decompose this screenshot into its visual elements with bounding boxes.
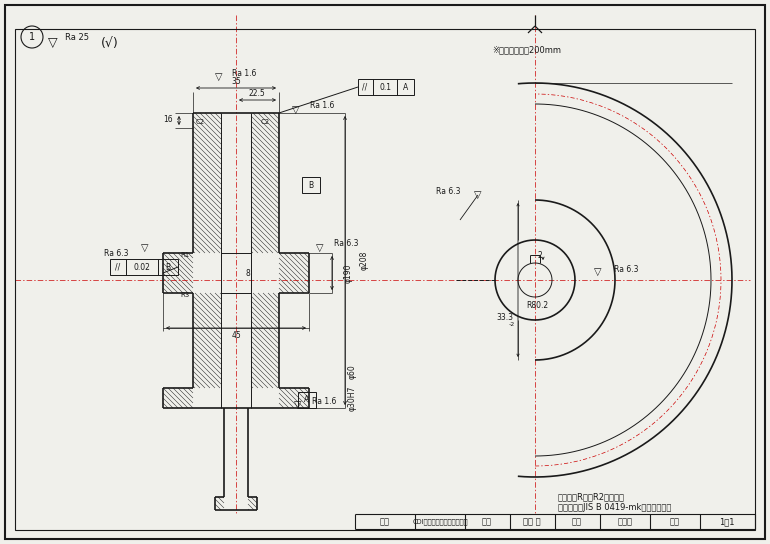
Text: 尺度: 尺度 [670,517,680,526]
Text: 1：1: 1：1 [719,517,735,526]
Text: 1: 1 [29,32,35,42]
Text: ▽: ▽ [293,105,300,115]
Text: ▽: ▽ [474,190,482,200]
Text: Ra 25: Ra 25 [65,34,89,42]
Text: φ30H7: φ30H7 [348,385,357,411]
Bar [298,392,316,408]
Text: A: A [304,395,310,405]
Text: ▽: ▽ [49,36,58,50]
Bar [302,177,320,193]
Text: φ208: φ208 [360,250,369,270]
Text: 45: 45 [231,331,241,341]
Text: B: B [309,181,313,189]
Text: 普通公差はJIS B 0419-mkを適用する。: 普通公差はJIS B 0419-mkを適用する。 [558,503,671,511]
Text: ▽: ▽ [294,400,302,410]
Text: B: B [166,263,171,271]
Text: ※基準円直径：200mm: ※基準円直径：200mm [492,46,561,54]
Text: 図名: 図名 [572,517,582,526]
Text: Ra 6.3: Ra 6.3 [437,188,461,196]
Text: //: // [363,83,367,91]
Text: ▽: ▽ [216,72,223,82]
Bar [110,259,178,275]
Text: 椎出 愛: 椎出 愛 [523,517,541,526]
Text: 0.02: 0.02 [133,263,150,271]
Text: -2: -2 [509,323,515,327]
Text: Ra 1.6: Ra 1.6 [310,102,334,110]
Text: 指示なきR部はR2とする。: 指示なきR部はR2とする。 [558,492,625,502]
Text: (√): (√) [101,36,119,50]
Text: ▽: ▽ [141,243,149,253]
Text: R80.2: R80.2 [526,300,548,310]
Text: Ra 1.6: Ra 1.6 [312,397,336,405]
Text: 16: 16 [163,115,173,125]
Text: φ60: φ60 [348,364,357,379]
Text: C2: C2 [260,119,269,125]
Text: ▽: ▽ [316,243,323,253]
Text: 35: 35 [231,77,241,85]
Text: φ190: φ190 [344,263,353,283]
Text: R3: R3 [181,292,190,298]
Text: CDIキャリアスクール石巻校: CDIキャリアスクール石巻校 [412,518,467,525]
Text: Ra 1.6: Ra 1.6 [232,69,256,77]
Text: Ra 6.3: Ra 6.3 [614,264,638,274]
Text: 22.5: 22.5 [249,90,266,98]
Text: 氏名: 氏名 [482,517,492,526]
Text: 平歯車: 平歯車 [618,517,632,526]
Text: ▽: ▽ [594,267,601,277]
Text: 33.3: 33.3 [497,312,514,322]
Text: 0.1: 0.1 [379,83,391,91]
Text: 8: 8 [246,269,250,277]
Text: 校名: 校名 [380,517,390,526]
Bar [358,79,414,95]
Text: C2: C2 [196,119,205,125]
Text: //: // [116,263,121,271]
Text: Ra 6.3: Ra 6.3 [334,239,359,249]
Text: 2: 2 [537,251,542,261]
Text: A: A [403,83,409,91]
Text: R1: R1 [181,252,190,258]
Text: Ra 6.3: Ra 6.3 [103,249,128,257]
